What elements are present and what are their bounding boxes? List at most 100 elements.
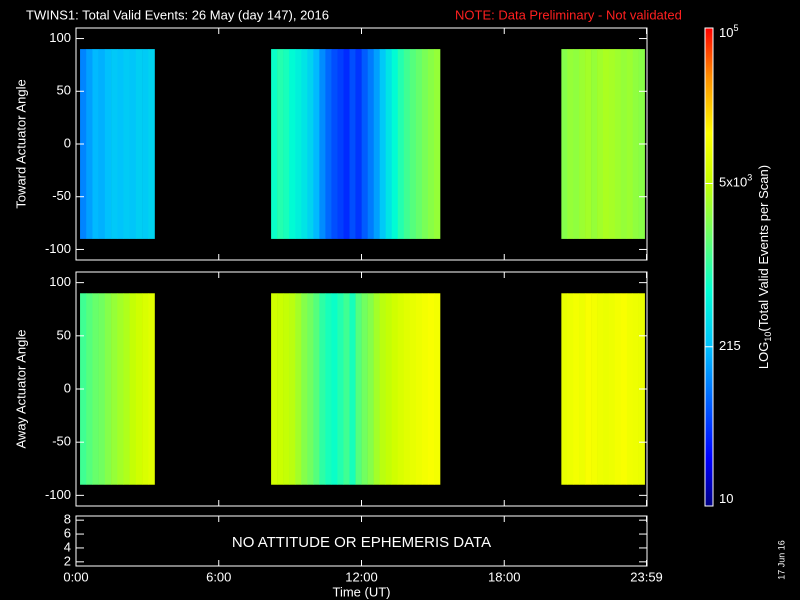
heatmap-cell: [86, 293, 93, 485]
heatmap-cell: [626, 293, 634, 485]
heatmap-cell: [409, 49, 417, 239]
y-tick-label: 0: [64, 135, 71, 150]
heatmap-cell: [403, 293, 411, 485]
heatmap-cell: [331, 293, 338, 485]
y-tick-label: 8: [64, 512, 71, 527]
heatmap-cell: [283, 293, 290, 485]
heatmap-cell: [391, 49, 399, 239]
y-tick-label: 4: [64, 539, 71, 554]
heatmap-cell: [433, 49, 441, 239]
heatmap-cell: [129, 49, 137, 239]
heatmap-cell: [632, 293, 639, 485]
heatmap-cell: [349, 49, 356, 239]
heatmap-cell: [355, 293, 362, 485]
heatmap-cell: [98, 49, 106, 239]
heatmap-cell: [620, 293, 628, 485]
heatmap-cell: [391, 293, 399, 485]
heatmap-cell: [385, 49, 393, 239]
heatmap-cell: [325, 49, 332, 239]
heatmap-cell: [135, 49, 143, 239]
heatmap-cell: [319, 49, 326, 239]
chart-title: TWINS1: Total Valid Events: 26 May (day …: [26, 7, 329, 22]
heatmap-cell: [415, 49, 423, 239]
heatmap-cell: [620, 49, 628, 239]
heatmap-cell: [421, 49, 429, 239]
heatmap-cell: [385, 293, 393, 485]
heatmap-cell: [585, 293, 592, 485]
heatmap-cell: [313, 293, 320, 485]
y-tick-label: -100: [45, 241, 71, 256]
colorbar-tick-exponent: 3: [747, 173, 752, 183]
heatmap-cell: [337, 293, 344, 485]
x-tick-label: 12:00: [345, 569, 378, 584]
heatmap-cell: [403, 49, 411, 239]
heatmap-cell: [295, 293, 302, 485]
x-tick-label: 18:00: [488, 569, 521, 584]
heatmap-cell: [397, 293, 405, 485]
heatmap-cell: [567, 293, 574, 485]
heatmap-cell: [608, 293, 616, 485]
heatmap-cell: [104, 49, 112, 239]
x-tick-label: 0:00: [63, 569, 88, 584]
heatmap-cell: [427, 293, 435, 485]
heatmap-cell: [573, 293, 580, 485]
heatmap-cell: [373, 49, 380, 239]
colorbar-tick-text: 215: [719, 338, 741, 353]
heatmap-cell: [289, 293, 296, 485]
heatmap-cell: [585, 49, 592, 239]
heatmap-cell: [614, 293, 622, 485]
y-tick-label: 0: [64, 380, 71, 395]
heatmap-cell: [361, 293, 368, 485]
colorbar: [704, 27, 714, 507]
heatmap-cell: [277, 293, 284, 485]
heatmap-cell: [361, 49, 368, 239]
heatmap-cell: [92, 293, 99, 485]
heatmap-cell: [277, 49, 284, 239]
heatmap-cell: [379, 293, 387, 485]
y-tick-label: 2: [64, 553, 71, 568]
date-stamp: 17 Jun 16: [776, 540, 786, 580]
heatmap-cell: [307, 293, 314, 485]
heatmap-cell: [343, 293, 350, 485]
colorbar-tick-label: 5x103: [719, 173, 752, 190]
y-tick-label: 50: [57, 83, 71, 98]
panel-text: NO ATTITUDE OR EPHEMERIS DATA: [232, 534, 491, 551]
heatmap-cell: [597, 293, 604, 485]
heatmap-cell: [135, 293, 143, 485]
heatmap-cell: [561, 293, 568, 485]
heatmap-cell: [602, 293, 610, 485]
heatmap-cell: [129, 293, 137, 485]
heatmap-cell: [117, 293, 124, 485]
colorbar-tick-label: 105: [719, 23, 738, 40]
heatmap-cell: [579, 293, 586, 485]
heatmap-cell: [319, 293, 326, 485]
heatmap-cell: [355, 49, 362, 239]
heatmap-cell: [433, 293, 441, 485]
heatmap-cell: [608, 49, 616, 239]
heatmap-cell: [591, 293, 598, 485]
heatmap-cell: [301, 293, 308, 485]
x-tick-label: 6:00: [206, 569, 231, 584]
heatmap-cell: [289, 49, 296, 239]
colorbar-tick-exponent: 5: [733, 23, 738, 33]
y-tick-label: -50: [52, 434, 71, 449]
heatmap-cell: [561, 49, 568, 239]
y-tick-label: 6: [64, 525, 71, 540]
heatmap-cell: [421, 293, 429, 485]
colorbar-label-rest: (Total Valid Events per Scan): [756, 165, 771, 332]
heatmap-cell: [271, 49, 278, 239]
heatmap-cell: [415, 293, 423, 485]
y-axis-label: Away Actuator Angle: [13, 329, 28, 448]
heatmap-cell: [626, 49, 634, 239]
colorbar-tick-text: 10: [719, 25, 733, 40]
y-tick-label: 50: [57, 327, 71, 342]
colorbar-label: LOG10(Total Valid Events per Scan): [756, 165, 773, 369]
heatmap-cell: [123, 49, 130, 239]
heatmap-cell: [86, 49, 93, 239]
y-tick-label: 100: [49, 30, 71, 45]
heatmap-cell: [104, 293, 112, 485]
heatmap-cell: [591, 49, 598, 239]
heatmap-cell: [373, 293, 380, 485]
heatmap-cell: [614, 49, 622, 239]
heatmap-cell: [331, 49, 338, 239]
